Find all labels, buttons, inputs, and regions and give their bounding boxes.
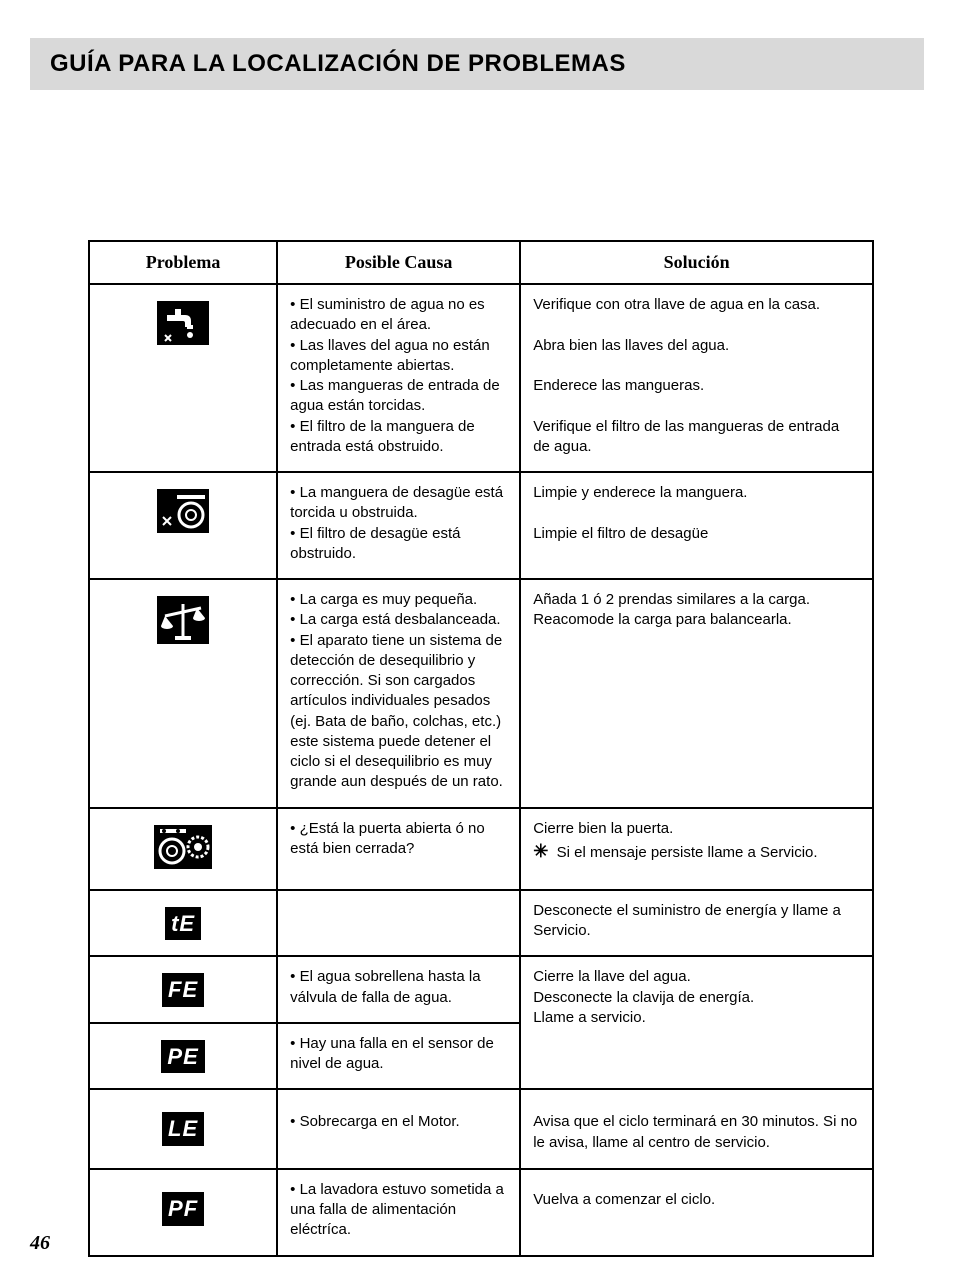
problem-cell <box>89 472 277 579</box>
table-row: FE • El agua sobrellena hasta la válvula… <box>89 956 873 1023</box>
error-code-tE: tE <box>165 907 201 941</box>
solution-cell: Cierre bien la puerta. ✳ Si el mensaje p… <box>520 808 873 890</box>
col-header-cause: Posible Causa <box>277 241 520 284</box>
solution-text: Cierre bien la puerta. <box>533 820 673 837</box>
problem-cell: FE <box>89 956 277 1023</box>
troubleshooting-table: Problema Posible Causa Solución • El sum… <box>88 240 874 1257</box>
solution-cell: Verifique con otra llave de agua en la c… <box>520 284 873 472</box>
col-header-problem: Problema <box>89 241 277 284</box>
cause-cell: • El agua sobrellena hasta la válvula de… <box>277 956 520 1023</box>
content-area: Problema Posible Causa Solución • El sum… <box>0 90 954 1257</box>
problem-cell: PE <box>89 1023 277 1090</box>
drum-drain-icon <box>157 489 209 536</box>
problem-cell: tE <box>89 890 277 957</box>
table-row: • ¿Está la puerta abierta ó no está bien… <box>89 808 873 890</box>
note-star-icon: ✳ <box>533 841 548 861</box>
cause-cell: • La carga es muy pequeña.• La carga est… <box>277 579 520 808</box>
table-row: LE • Sobrecarga en el Motor. Avisa que e… <box>89 1089 873 1169</box>
problem-cell <box>89 808 277 890</box>
table-row: • La manguera de desagüe está torcida u … <box>89 472 873 579</box>
cause-cell: • ¿Está la puerta abierta ó no está bien… <box>277 808 520 890</box>
cause-cell: • La manguera de desagüe está torcida u … <box>277 472 520 579</box>
solution-cell: Cierre la llave del agua.Desconecte la c… <box>520 956 873 1089</box>
solution-cell: Añada 1 ó 2 prendas similares a la carga… <box>520 579 873 808</box>
drum-door-icon <box>154 825 212 872</box>
cause-cell: • Sobrecarga en el Motor. <box>277 1089 520 1169</box>
error-code-FE: FE <box>162 973 204 1007</box>
cause-cell: • Hay una falla en el sensor de nivel de… <box>277 1023 520 1090</box>
page-title: GUÍA PARA LA LOCALIZACIÓN DE PROBLEMAS <box>30 38 924 90</box>
table-row: • La carga es muy pequeña.• La carga est… <box>89 579 873 808</box>
solution-cell: Desconecte el suministro de energía y ll… <box>520 890 873 957</box>
page-number: 46 <box>30 1232 50 1255</box>
balance-scale-icon <box>157 596 209 647</box>
solution-note: Si el mensaje persiste llame a Servicio. <box>557 844 818 861</box>
faucet-icon <box>157 301 209 348</box>
table-row: tE Desconecte el suministro de energía y… <box>89 890 873 957</box>
solution-cell: Avisa que el ciclo terminará en 30 minut… <box>520 1089 873 1169</box>
solution-cell: Limpie y enderece la manguera.Limpie el … <box>520 472 873 579</box>
error-code-PE: PE <box>161 1040 204 1074</box>
table-row: • El suministro de agua no es adecuado e… <box>89 284 873 472</box>
error-code-PF: PF <box>162 1192 204 1226</box>
col-header-solution: Solución <box>520 241 873 284</box>
cause-cell <box>277 890 520 957</box>
problem-cell: LE <box>89 1089 277 1169</box>
problem-cell <box>89 284 277 472</box>
table-header-row: Problema Posible Causa Solución <box>89 241 873 284</box>
error-code-LE: LE <box>162 1112 204 1146</box>
cause-cell: • El suministro de agua no es adecuado e… <box>277 284 520 472</box>
problem-cell <box>89 579 277 808</box>
